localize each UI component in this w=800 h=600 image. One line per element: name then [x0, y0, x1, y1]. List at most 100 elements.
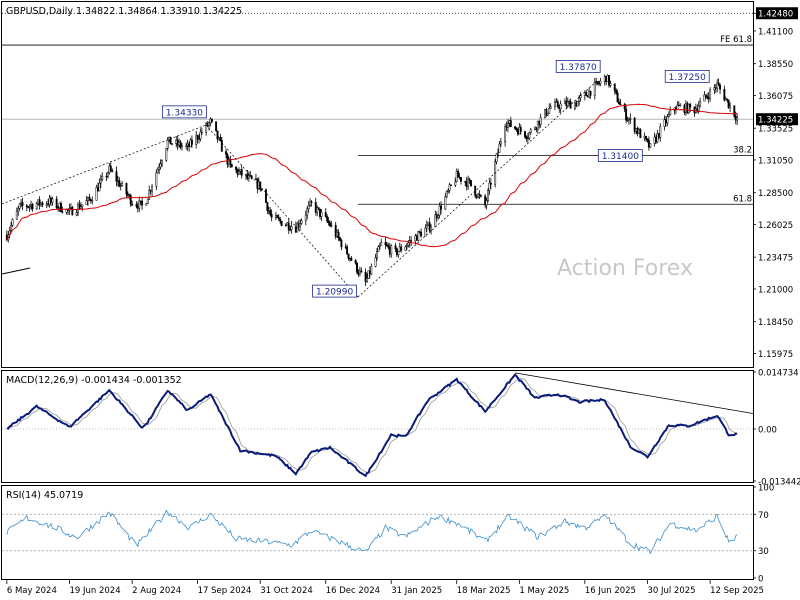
candle-body	[639, 129, 642, 138]
candle-body	[444, 196, 447, 210]
candle-body	[266, 202, 269, 211]
candle-body	[629, 118, 632, 120]
price-callout-box	[664, 69, 710, 83]
y-tick-label: 70	[758, 511, 769, 521]
candle-body	[703, 94, 706, 102]
candle-body	[669, 110, 672, 115]
rsi-title: RSI(14) 45.0719	[6, 490, 83, 501]
candle-body	[498, 143, 501, 153]
candle-body	[15, 210, 18, 220]
candle-body	[613, 83, 616, 91]
candle-body	[199, 131, 202, 139]
candle-body	[387, 245, 390, 248]
candle-body	[424, 227, 427, 237]
candlestick-series	[5, 74, 739, 286]
candle-body	[347, 253, 350, 259]
candle-body	[514, 126, 517, 129]
candle-body	[95, 187, 98, 201]
candle-body	[260, 188, 263, 191]
candle-body	[450, 184, 452, 186]
candle-body	[141, 200, 144, 206]
x-tick-label: 16 Jun 2025	[585, 586, 636, 596]
candle-body	[377, 246, 380, 252]
candle-body	[495, 153, 498, 163]
candle-body	[447, 190, 450, 192]
candle-body	[410, 240, 413, 242]
candle-body	[79, 206, 82, 209]
candle-body	[91, 200, 94, 202]
candle-body	[556, 101, 559, 107]
candle-body	[430, 226, 433, 231]
candle-body	[307, 205, 310, 210]
macd-trendline	[515, 372, 754, 414]
candle-body	[106, 172, 109, 177]
candle-body	[75, 212, 78, 216]
candle-body	[566, 101, 569, 107]
candle-body	[115, 171, 118, 182]
y-tick-label: 1.33525	[758, 125, 793, 135]
candle-body	[474, 185, 477, 196]
candle-body	[390, 245, 393, 255]
candle-body	[55, 198, 58, 209]
y-tick-label: 1.38550	[758, 60, 793, 70]
candle-body	[88, 197, 91, 201]
candle-body	[269, 210, 272, 215]
candle-body	[279, 218, 282, 222]
candle-body	[198, 138, 200, 140]
candle-body	[220, 140, 223, 152]
rsi-line	[6, 509, 738, 555]
candle-body	[314, 201, 317, 213]
candle-body	[649, 143, 652, 148]
candle-body	[733, 105, 736, 117]
candle-body	[240, 169, 243, 176]
y-tick-label: 1.15975	[758, 350, 793, 360]
candle-body	[360, 270, 363, 273]
candle-body	[299, 223, 302, 227]
candle-body	[317, 207, 320, 210]
candle-body	[109, 165, 112, 171]
price-callout-label: 1.34330	[166, 108, 203, 118]
price-panel-frame	[1, 1, 754, 368]
candle-body	[548, 108, 551, 114]
candle-body	[667, 114, 670, 117]
price-callout-box	[597, 149, 643, 162]
candle-body	[179, 141, 182, 148]
candle-body	[440, 205, 442, 210]
candle-body	[326, 216, 329, 222]
candle-body	[405, 245, 408, 248]
candle-body	[497, 152, 499, 155]
candle-body	[448, 184, 451, 191]
macd-series	[2, 372, 754, 478]
candle-body	[616, 92, 619, 103]
candle-body	[366, 278, 368, 282]
x-tick-label: 6 May 2024	[7, 586, 57, 596]
candle-body	[280, 220, 283, 226]
candle-body	[525, 136, 528, 139]
candle-body	[478, 193, 481, 196]
candle-body	[330, 224, 333, 227]
candle-body	[699, 100, 702, 107]
candle-body	[428, 222, 431, 231]
candle-body	[230, 164, 233, 168]
candle-body	[61, 211, 64, 213]
candle-body	[454, 181, 457, 186]
candle-body	[524, 131, 526, 138]
candle-body	[51, 198, 54, 203]
candle-body	[528, 132, 531, 139]
candle-body	[536, 120, 539, 130]
candle-body	[367, 270, 370, 279]
candle-body	[148, 190, 151, 200]
rsi-series	[2, 509, 753, 555]
candle-body	[539, 117, 542, 126]
candle-body	[290, 226, 293, 230]
candle-body	[31, 204, 34, 210]
candle-body	[158, 166, 161, 170]
candle-body	[190, 139, 193, 145]
candle-body	[195, 135, 198, 145]
candle-body	[509, 120, 512, 127]
candle-body	[615, 90, 618, 94]
candle-body	[119, 185, 122, 187]
watermark: Action Forex	[557, 256, 693, 281]
candle-body	[468, 178, 471, 181]
